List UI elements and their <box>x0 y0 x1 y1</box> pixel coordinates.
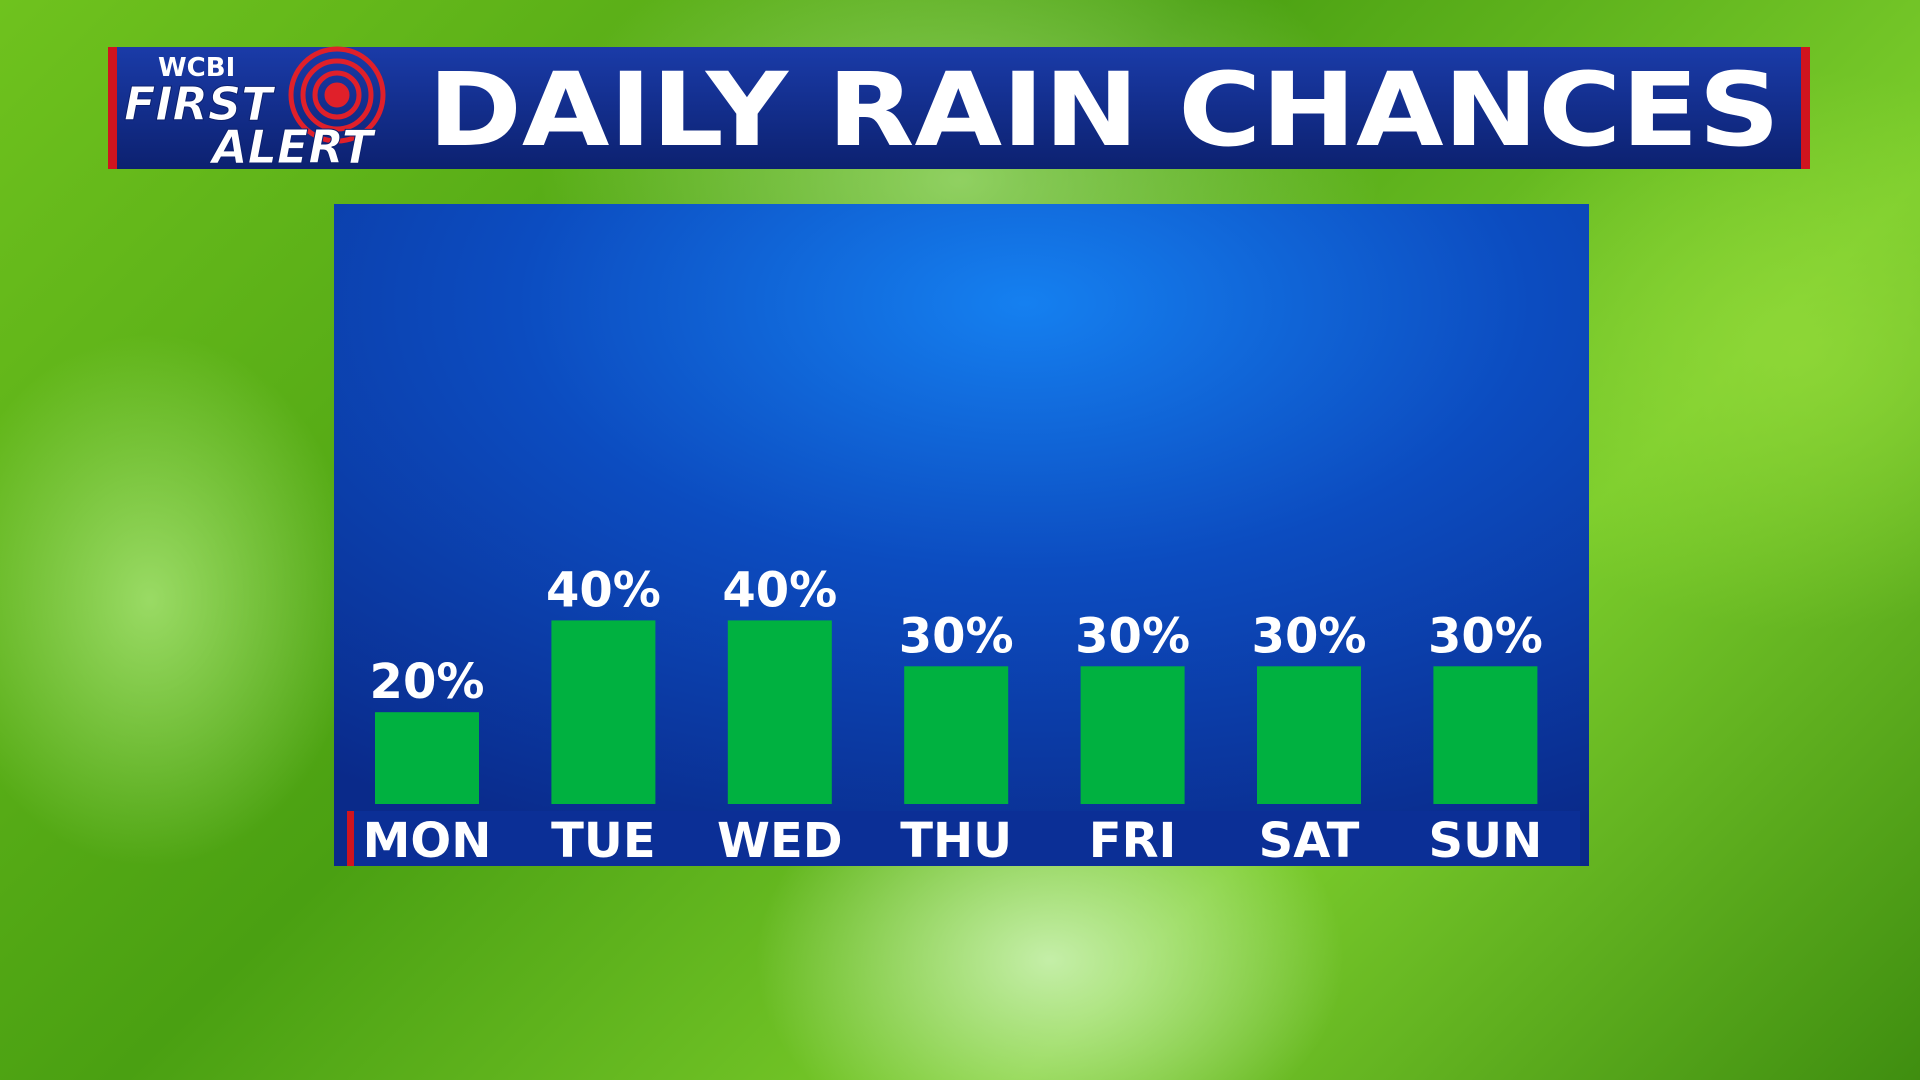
bar <box>1080 666 1185 804</box>
x-tick-label: SUN <box>1429 813 1543 869</box>
label-strip-marker <box>347 811 354 866</box>
x-tick-label: MON <box>363 813 492 869</box>
bar <box>551 620 656 804</box>
value-label: 30% <box>899 608 1014 664</box>
bar <box>1433 666 1538 804</box>
value-label: 40% <box>722 562 837 618</box>
chart-title: DAILY RAIN CHANCES <box>428 51 1780 170</box>
x-tick-label: SAT <box>1259 813 1360 869</box>
logo-line2: ALERT <box>209 120 377 174</box>
label-strip <box>347 811 1580 866</box>
value-label: 40% <box>546 562 661 618</box>
bar <box>904 666 1009 804</box>
bar <box>375 712 479 804</box>
bar <box>727 620 832 804</box>
header-edge <box>1801 47 1810 169</box>
value-label: 20% <box>370 654 485 710</box>
value-label: 30% <box>1252 608 1367 664</box>
x-tick-label: FRI <box>1089 813 1177 869</box>
header-bar <box>108 47 1810 169</box>
x-tick-label: THU <box>900 813 1012 869</box>
logo-radar <box>288 46 386 144</box>
x-tick-label: TUE <box>551 813 656 869</box>
header-edge <box>108 47 117 169</box>
logo-line1: FIRST <box>124 77 276 131</box>
bar <box>1257 666 1361 804</box>
x-tick-label: WED <box>717 813 843 869</box>
value-label: 30% <box>1075 608 1190 664</box>
value-label: 30% <box>1428 608 1543 664</box>
logo-station: WCBI <box>158 53 235 83</box>
